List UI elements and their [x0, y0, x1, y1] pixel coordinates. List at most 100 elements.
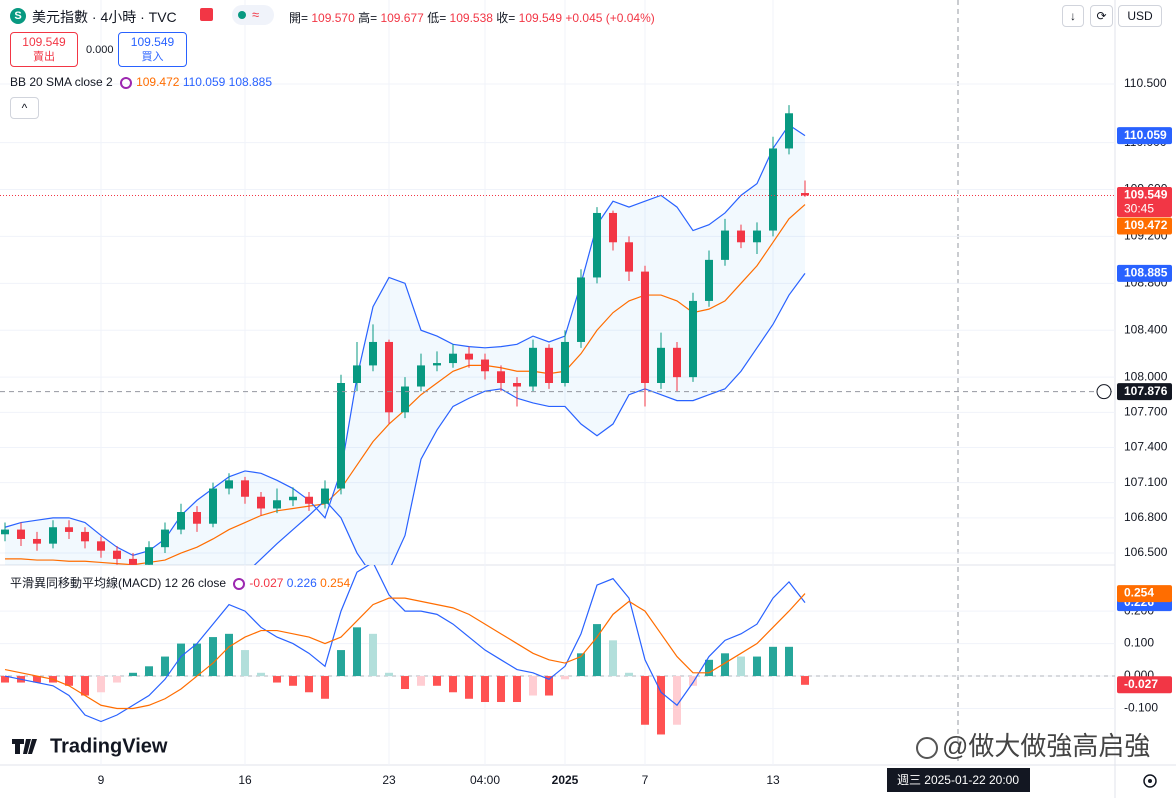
currency-button[interactable]: USD [1118, 5, 1162, 27]
candle-body [401, 386, 409, 413]
sell-button[interactable]: 109.549 賣出 [10, 32, 78, 67]
macd-title: 平滑異同移動平均線(MACD) [10, 576, 162, 590]
download-button[interactable]: ↓ [1062, 5, 1084, 27]
macd-hist-bar [705, 659, 713, 677]
macd-hist-value: -0.027 [249, 576, 284, 590]
hist-tag [1117, 676, 1172, 694]
y-tick-label: 108.400 [1124, 322, 1168, 336]
crosshair-price-tag-text: 107.876 [1124, 384, 1168, 398]
sell-price: 109.549 [22, 35, 66, 49]
candle-body [193, 511, 201, 524]
macd-hist-bar [33, 676, 41, 683]
ohlc-label: 高= [358, 11, 378, 25]
candle-body [513, 382, 521, 387]
candle-body [321, 488, 329, 504]
candle-body [129, 558, 137, 565]
candle-body [577, 277, 585, 342]
macd-hist-bar [481, 676, 489, 703]
sell-label: 賣出 [33, 51, 55, 63]
y-tick-label: 108.000 [1124, 369, 1168, 383]
settings-icon[interactable] [1143, 774, 1157, 788]
macd-value: 0.226 [286, 576, 317, 590]
candle-body [657, 347, 665, 383]
macd-hist-bar [721, 653, 729, 677]
macd-hist-bar [433, 676, 441, 686]
x-tick-label: 16 [238, 773, 252, 787]
candle-body [769, 148, 777, 231]
x-tick-label: 2025 [552, 773, 579, 787]
y-tick-label: 0.100 [1124, 636, 1154, 650]
candle-body [641, 271, 649, 383]
macd-hist-bar [401, 676, 409, 690]
macd-icon[interactable] [233, 577, 246, 590]
macd-hist-bar [305, 676, 313, 693]
candle-body [305, 496, 313, 504]
status-pill[interactable]: ≈ [232, 5, 274, 25]
macd-hist-bar [161, 656, 169, 677]
macd-hist-bar [225, 633, 233, 677]
alert-icon[interactable] [200, 8, 213, 21]
last-price-tag [1117, 186, 1172, 217]
candle-body [801, 193, 809, 196]
candle-body [481, 359, 489, 372]
macd-hist-bar [593, 624, 601, 677]
watermark: @做大做強高启強 [942, 731, 1150, 761]
ohlc-label: 低= [427, 11, 447, 25]
macd-hist-bar [641, 676, 649, 725]
buy-label: 買入 [141, 51, 164, 63]
y-tick-label: 107.100 [1124, 475, 1168, 489]
ohlc-value: 109.538 [449, 11, 493, 25]
candle-body [337, 382, 345, 489]
buy-button[interactable]: 109.549 買入 [118, 32, 187, 67]
bb-icon[interactable] [120, 76, 133, 89]
macd-hist-bar [529, 676, 537, 696]
candle-body [385, 341, 393, 413]
macd-hist-bar [689, 676, 697, 686]
candle-body [209, 488, 217, 524]
x-tick-label: 04:00 [470, 773, 500, 787]
candle-body [145, 547, 153, 565]
buy-price: 109.549 [130, 35, 175, 49]
candle-body [225, 480, 233, 489]
crosshair-time-box [887, 768, 1030, 792]
candle-body [433, 363, 441, 366]
candle-body [785, 113, 793, 149]
macd-hist-bar [1, 676, 9, 683]
bb-legend: BB 20 SMA close 2 109.472 110.059 108.88… [10, 75, 272, 89]
tradingview-logo: TradingView [12, 735, 168, 757]
macd-hist-bar [257, 672, 265, 677]
macd-hist-bar [465, 676, 473, 699]
candle-body [97, 541, 105, 551]
spread: 0.000 [86, 44, 114, 56]
upper-band-tag [1117, 127, 1172, 145]
candle-body [609, 212, 617, 243]
last-price-tag-text: 109.549 [1124, 188, 1168, 202]
candle-body [721, 230, 729, 260]
basis-tag [1117, 217, 1172, 235]
macd-hist-bar [321, 676, 329, 699]
collapse-button[interactable]: ^ [10, 97, 39, 119]
price-pane [0, 0, 1115, 565]
ohlc-legend: 開= 109.570 高= 109.677 低= 109.538 收= 109.… [289, 9, 655, 26]
macd-hist-bar [81, 676, 89, 696]
reset-button[interactable]: ⟳ [1090, 5, 1113, 27]
macd-hist-bar [497, 676, 505, 703]
candle-body [257, 496, 265, 509]
candle-body [33, 538, 41, 544]
candle-body [561, 341, 569, 383]
macd-hist-bar [417, 676, 425, 686]
bb-value: 110.059 [182, 75, 226, 89]
macd-hist-bar [737, 656, 745, 677]
macd-hist-bar [545, 676, 553, 696]
candle-body [737, 230, 745, 243]
bb-band-fill [5, 125, 805, 565]
symbol-title[interactable]: 美元指數 · 4小時 · TVC [32, 9, 177, 25]
candle-body [113, 550, 121, 559]
macd-hist-bar [145, 666, 153, 677]
macd-hist-bar [97, 676, 105, 693]
ohlc-value: 109.570 [311, 11, 355, 25]
countdown: 30:45 [1124, 202, 1154, 216]
candle-body [689, 300, 697, 378]
candle-body [161, 529, 169, 548]
